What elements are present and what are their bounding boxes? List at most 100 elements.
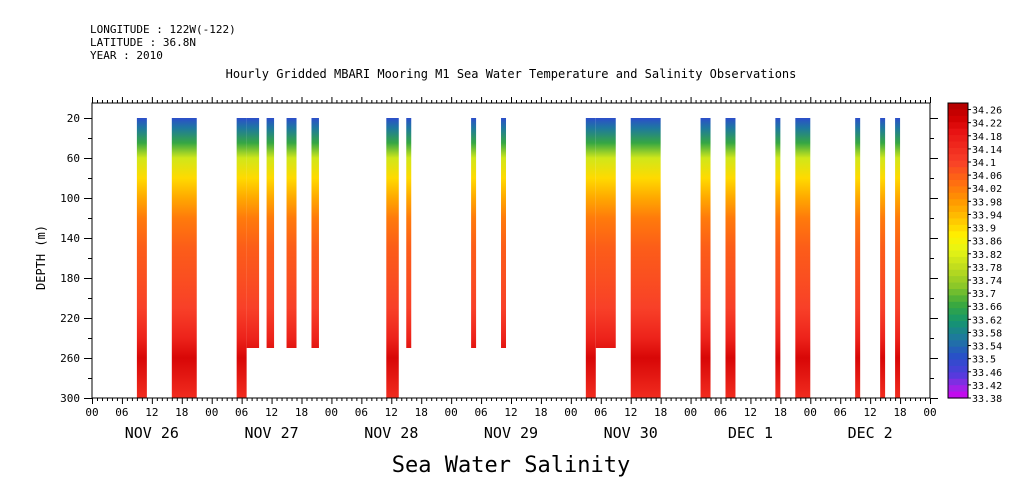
colorbar-label: 33.74	[972, 276, 1002, 287]
colorbar-label: 33.94	[972, 210, 1002, 221]
colorbar-label: 34.26	[972, 106, 1002, 117]
colorbar-band	[948, 314, 968, 322]
colorbar-band	[948, 365, 968, 373]
x-day-label: NOV 30	[604, 424, 658, 442]
colorbar-band	[948, 179, 968, 187]
colorbar-label: 33.98	[972, 197, 1002, 208]
colorbar-band	[948, 288, 968, 296]
colorbar-band	[948, 199, 968, 207]
colorbar-label: 33.62	[972, 315, 1002, 326]
colorbar-band	[948, 192, 968, 200]
x-tick-label: 12	[145, 406, 158, 419]
colorbar-band	[948, 186, 968, 194]
year-label: YEAR : 2010	[90, 49, 163, 62]
colorbar-label: 33.9	[972, 224, 996, 235]
x-day-label: DEC 2	[848, 424, 893, 442]
colorbar-label: 33.58	[972, 328, 1002, 339]
colorbar-band	[948, 263, 968, 271]
salinity-segment	[386, 118, 399, 398]
x-tick-label: 06	[235, 406, 248, 419]
colorbar-band	[948, 147, 968, 155]
y-tick-label: 220	[60, 312, 80, 325]
chart-title: Hourly Gridded MBARI Mooring M1 Sea Wate…	[225, 67, 797, 81]
x-tick-label: 06	[834, 406, 847, 419]
salinity-segments	[136, 118, 901, 398]
colorbar-band	[948, 115, 968, 123]
colorbar-label: 34.02	[972, 184, 1002, 195]
x-tick-label: 00	[325, 406, 338, 419]
x-tick-label: 06	[355, 406, 368, 419]
x-tick-label: 12	[744, 406, 757, 419]
colorbar: 34.26 34.22 34.18 34.14 34.1 34.06 34.02 33.98 3…	[947, 102, 1002, 405]
salinity-segment	[880, 118, 886, 398]
colorbar-band	[948, 244, 968, 252]
colorbar-band	[948, 250, 968, 258]
y-tick-label: 260	[60, 352, 80, 365]
colorbar-label: 33.5	[972, 355, 996, 366]
colorbar-band	[948, 301, 968, 309]
colorbar-band	[948, 173, 968, 181]
x-tick-label: 00	[205, 406, 218, 419]
colorbar-band	[948, 340, 968, 348]
colorbar-band	[948, 282, 968, 290]
salinity-segment	[286, 118, 297, 348]
colorbar-band	[948, 346, 968, 354]
colorbar-band	[948, 308, 968, 316]
colorbar-band	[948, 327, 968, 335]
x-tick-label: 06	[474, 406, 487, 419]
colorbar-band	[948, 269, 968, 277]
y-tick-label: 100	[60, 192, 80, 205]
colorbar-band	[948, 109, 968, 117]
colorbar-band	[948, 122, 968, 130]
colorbar-label: 33.78	[972, 263, 1002, 274]
y-tick-label: 60	[67, 152, 80, 165]
salinity-segment	[795, 118, 811, 398]
colorbar-band	[948, 160, 968, 168]
x-day-label: NOV 29	[484, 424, 538, 442]
colorbar-band	[948, 141, 968, 149]
x-tick-label: 18	[295, 406, 308, 419]
colorbar-band	[948, 295, 968, 303]
colorbar-label: 33.82	[972, 250, 1002, 261]
x-tick-label: 00	[445, 406, 458, 419]
salinity-segment	[171, 118, 197, 398]
salinity-segment	[501, 118, 507, 348]
salinity-segment	[311, 118, 319, 348]
x-tick-label: 06	[115, 406, 128, 419]
colorbar-label: 33.66	[972, 302, 1002, 313]
colorbar-band	[948, 378, 968, 386]
x-tick-label: 18	[415, 406, 428, 419]
x-tick-label: 18	[893, 406, 906, 419]
x-tick-label: 00	[684, 406, 697, 419]
colorbar-band	[948, 276, 968, 284]
colorbar-band	[948, 128, 968, 136]
x-tick-label: 00	[564, 406, 577, 419]
y-tick-label: 20	[67, 112, 80, 125]
colorbar-band	[948, 333, 968, 341]
colorbar-band	[948, 231, 968, 239]
colorbar-band	[948, 103, 968, 111]
salinity-segment	[236, 118, 247, 398]
x-tick-label: 06	[714, 406, 727, 419]
salinity-segment	[775, 118, 781, 398]
colorbar-label: 33.42	[972, 381, 1002, 392]
y-tick-label: 180	[60, 272, 80, 285]
colorbar-band	[948, 205, 968, 213]
x-tick-label: 18	[654, 406, 667, 419]
salinity-segment	[266, 118, 275, 348]
colorbar-label: 33.46	[972, 368, 1002, 379]
colorbar-band	[948, 167, 968, 175]
colorbar-label: 34.14	[972, 145, 1002, 156]
salinity-segment	[246, 118, 260, 348]
x-tick-label: 12	[624, 406, 637, 419]
colorbar-band	[948, 212, 968, 220]
colorbar-band	[948, 359, 968, 367]
colorbar-band	[948, 372, 968, 380]
colorbar-band	[948, 353, 968, 361]
colorbar-label: 34.06	[972, 171, 1002, 182]
y-tick-label: 300	[60, 392, 80, 405]
y-axis-label: DEPTH (m)	[34, 224, 48, 290]
colorbar-label: 33.54	[972, 342, 1002, 353]
salinity-segment	[895, 118, 901, 398]
